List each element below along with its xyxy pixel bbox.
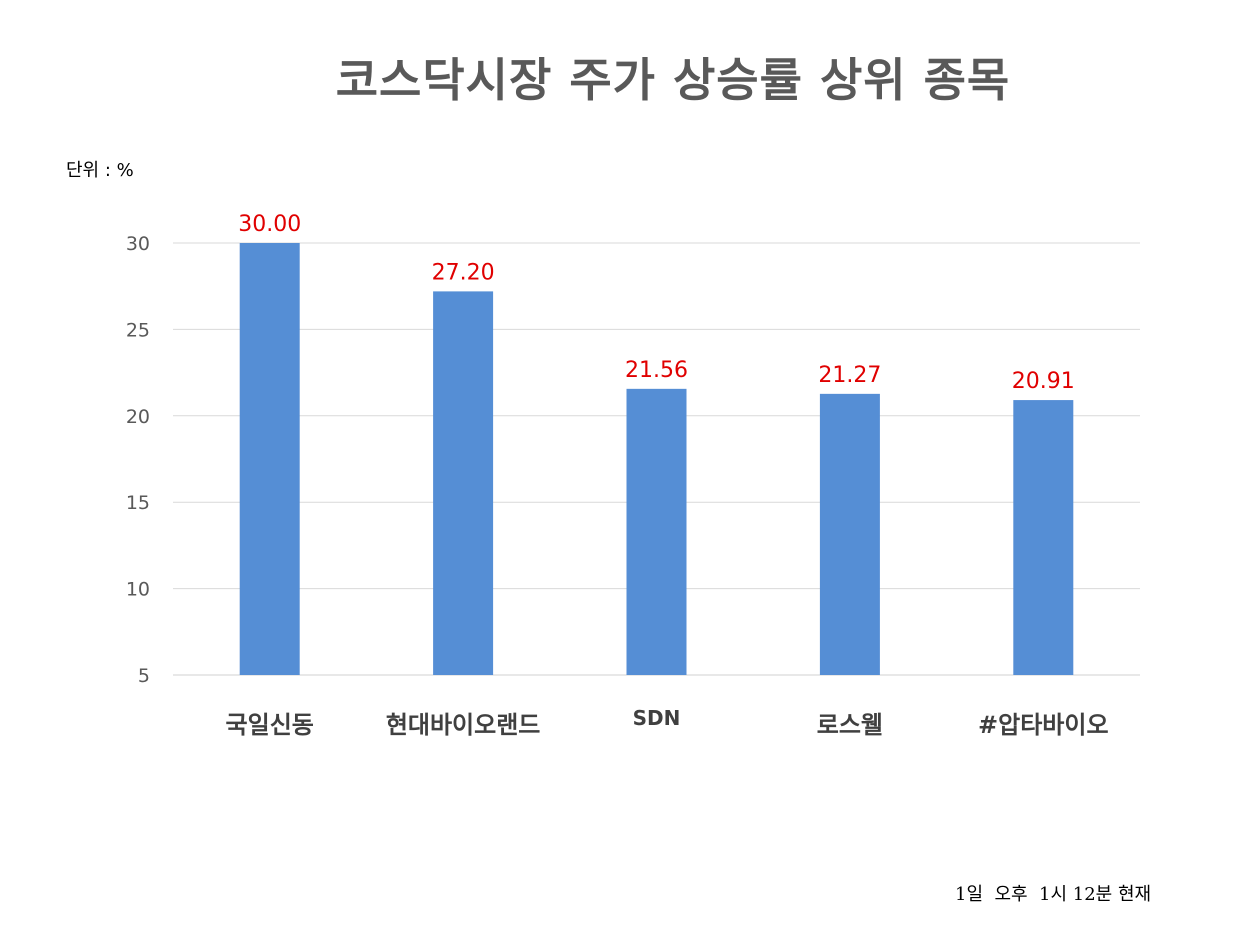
- x-tick-label: 로스웰: [817, 711, 883, 739]
- x-tick-label: SDN: [633, 706, 681, 730]
- bar: [626, 388, 687, 675]
- data-label: 21.27: [818, 363, 881, 388]
- y-axis-ticks: 5 10 15 20 25 30: [126, 233, 150, 687]
- data-label: 21.56: [625, 358, 688, 383]
- y-tick-label: 15: [126, 492, 150, 514]
- data-label: 30.00: [238, 212, 301, 237]
- x-tick-label: 국일신동: [226, 711, 314, 739]
- data-labels: 30.00 27.20 21.56 21.27 20.91: [238, 212, 1075, 394]
- x-axis-ticks: 국일신동 현대바이오랜드 SDN 로스웰 #압타바이오: [226, 706, 1109, 739]
- y-tick-label: 30: [126, 233, 150, 255]
- bars: [239, 243, 1074, 675]
- y-tick-label: 5: [138, 665, 150, 687]
- bar: [1013, 400, 1074, 675]
- data-label: 27.20: [432, 260, 495, 285]
- chart-title: 코스닥시장 주가 상승률 상위 종목: [335, 53, 1011, 107]
- bar: [433, 291, 494, 675]
- unit-label: 단위 : %: [66, 160, 134, 181]
- footnote-timestamp: 1일 오후 1시 12분 현재: [955, 884, 1152, 905]
- y-tick-label: 25: [126, 319, 150, 341]
- y-tick-label: 10: [126, 579, 150, 601]
- bar: [239, 243, 300, 675]
- y-tick-label: 20: [126, 406, 150, 428]
- x-tick-label: 현대바이오랜드: [386, 711, 541, 739]
- bar: [819, 393, 880, 675]
- x-tick-label: #압타바이오: [978, 711, 1109, 739]
- data-label: 20.91: [1012, 369, 1075, 394]
